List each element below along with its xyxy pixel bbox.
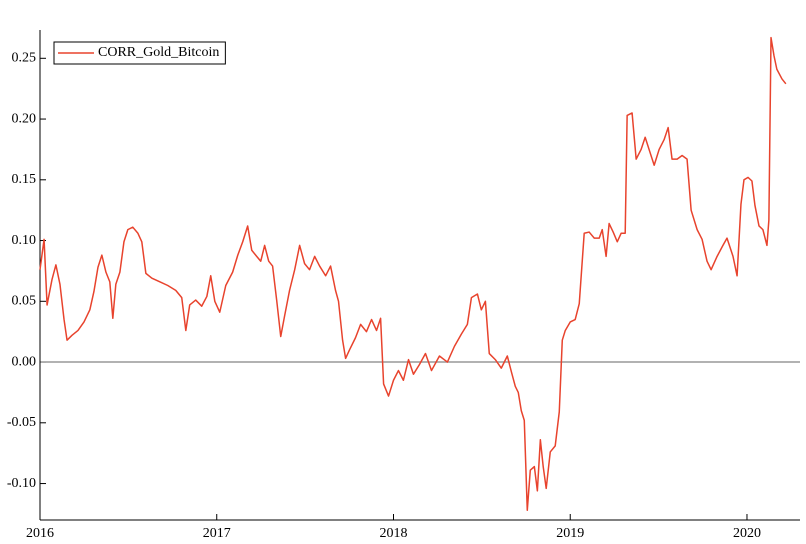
series-line	[39, 36, 787, 512]
y-tick-label: 0.05	[12, 294, 37, 309]
y-tick-label: 0.00	[12, 354, 37, 369]
y-tick-label: -0.05	[7, 415, 36, 430]
x-tick-label: 2018	[379, 526, 407, 541]
legend-box	[53, 41, 226, 65]
x-tick-label: 2020	[733, 526, 761, 541]
y-tick-label: 0.20	[12, 111, 37, 126]
y-tick-label: 0.15	[12, 172, 37, 187]
x-tick-label: 2017	[203, 526, 231, 541]
x-tick-label: 2016	[26, 526, 54, 541]
y-tick-label: 0.25	[12, 51, 37, 66]
y-tick-label: -0.10	[7, 476, 36, 491]
x-tick-label: 2019	[556, 526, 584, 541]
y-tick-label: 0.10	[12, 233, 37, 248]
legend-label: CORR_Gold_Bitcoin	[98, 45, 219, 60]
